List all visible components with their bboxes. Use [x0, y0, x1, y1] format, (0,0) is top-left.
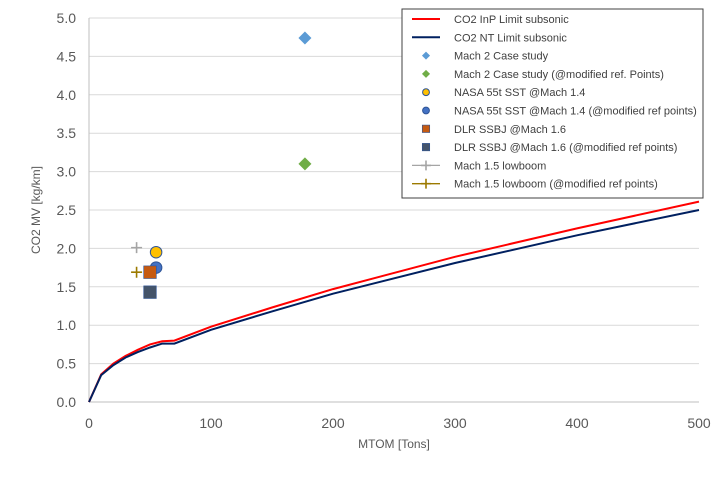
- legend-swatch: [422, 106, 430, 115]
- y-tick-label: 3.0: [57, 164, 77, 180]
- data-point-2: [298, 31, 312, 45]
- y-tick-label: 4.5: [57, 48, 77, 64]
- y-tick-label: 1.0: [57, 317, 77, 333]
- legend-label: DLR SSBJ @Mach 1.6: [454, 124, 566, 136]
- data-point-9: [131, 266, 143, 278]
- legend-label: NASA 55t SST @Mach 1.4 (@modified ref po…: [454, 106, 697, 118]
- series-line-0: [88, 200, 700, 403]
- legend-swatch: [421, 160, 431, 171]
- x-tick-label: 100: [199, 415, 223, 431]
- y-tick-labels: 0.0 0.5 1.0 1.5 2.0 2.5 3.0 3.5 4.0 4.5 5.0: [57, 10, 77, 410]
- x-tick-label: 300: [443, 415, 467, 431]
- series-line-1: [88, 209, 700, 403]
- legend-label: DLR SSBJ @Mach 1.6 (@modified ref points…: [454, 142, 677, 154]
- x-tick-label: 0: [85, 415, 93, 431]
- data-point-7: [143, 285, 157, 299]
- legend-label: Mach 2 Case study (@modified ref. Points…: [454, 69, 664, 81]
- legend-label: Mach 1.5 lowboom: [454, 160, 546, 172]
- y-tick-label: 1.5: [57, 279, 77, 295]
- y-tick-label: 0.0: [57, 394, 77, 410]
- data-point-8: [131, 242, 143, 254]
- x-tick-label: 400: [565, 415, 589, 431]
- legend-swatch: [421, 143, 431, 152]
- y-tick-label: 0.5: [57, 356, 77, 372]
- y-tick-label: 2.0: [57, 240, 77, 256]
- legend-swatch: [421, 51, 431, 60]
- series-markers: [131, 31, 312, 299]
- x-tick-label: 500: [687, 415, 711, 431]
- data-point-3: [298, 157, 312, 171]
- x-tick-labels: 0 100 200 300 400 500: [85, 415, 711, 431]
- legend-label: Mach 1.5 lowboom (@modified ref points): [454, 179, 658, 191]
- x-axis-title: MTOM [Tons]: [358, 437, 430, 451]
- legend-label: NASA 55t SST @Mach 1.4: [454, 87, 585, 99]
- axes: [88, 18, 699, 403]
- data-point-6: [143, 265, 157, 279]
- x-tick-label: 200: [321, 415, 345, 431]
- y-axis-title: CO2 MV [kg/km]: [29, 166, 43, 254]
- legend-swatch: [421, 178, 431, 189]
- data-point-4: [149, 245, 163, 259]
- legend: CO2 InP Limit subsonic CO2 NT Limit subso…: [401, 8, 704, 199]
- legend-label: Mach 2 Case study: [454, 51, 549, 63]
- y-tick-label: 3.5: [57, 125, 77, 141]
- legend-swatch: [421, 124, 431, 133]
- legend-label: CO2 NT Limit subsonic: [454, 32, 567, 44]
- series-lines: [88, 200, 700, 403]
- y-tick-label: 4.0: [57, 87, 77, 103]
- legend-box: [401, 8, 704, 199]
- y-tick-label: 2.5: [57, 202, 77, 218]
- legend-swatch: [421, 69, 431, 78]
- legend-label: CO2 InP Limit subsonic: [454, 14, 569, 26]
- legend-swatch: [422, 88, 430, 97]
- y-tick-label: 5.0: [57, 10, 77, 26]
